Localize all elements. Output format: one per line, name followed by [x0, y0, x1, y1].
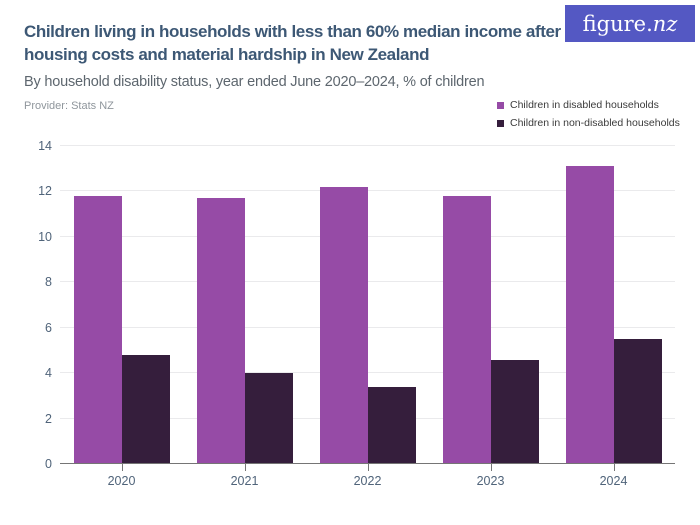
bar[interactable] [490, 359, 539, 464]
plot-area [60, 145, 675, 464]
bar[interactable] [319, 186, 368, 464]
chart-header: Children living in households with less … [24, 20, 564, 112]
bar-group [306, 146, 429, 464]
bar-group [552, 146, 675, 464]
gridline [60, 235, 675, 237]
bar[interactable] [244, 373, 293, 464]
y-tick-label: 8 [45, 275, 52, 290]
x-axis-labels: 2020 2021 2022 2023 2024 [60, 464, 675, 488]
gridline [60, 190, 675, 192]
bar-group [429, 146, 552, 464]
y-tick-label: 10 [38, 229, 52, 244]
x-tick [490, 464, 492, 471]
y-tick-label: 14 [38, 139, 52, 153]
x-axis-label: 2023 [429, 464, 552, 488]
x-axis-line [60, 463, 675, 464]
x-tick [244, 464, 246, 471]
bar[interactable] [565, 166, 614, 464]
bar[interactable] [73, 195, 122, 464]
x-axis-label: 2022 [306, 464, 429, 488]
x-axis-label: 2024 [552, 464, 675, 488]
bar-groups [60, 146, 675, 464]
bar[interactable] [442, 195, 491, 464]
legend: Children in disabled households Children … [497, 99, 680, 135]
logo-text-nz: nz [652, 11, 678, 36]
gridline [60, 281, 675, 283]
legend-swatch [497, 119, 504, 127]
bar-group [60, 146, 183, 464]
bar-group [183, 146, 306, 464]
legend-item: Children in disabled households [497, 99, 680, 111]
bar[interactable] [121, 354, 170, 464]
bar[interactable] [196, 198, 245, 464]
x-axis-label: 2020 [60, 464, 183, 488]
y-tick-label: 2 [45, 411, 52, 426]
legend-item: Children in non-disabled households [497, 117, 680, 129]
bar[interactable] [613, 339, 662, 464]
x-axis-label: 2021 [183, 464, 306, 488]
x-tick [121, 464, 123, 471]
y-tick-label: 6 [45, 320, 52, 335]
legend-label: Children in disabled households [510, 99, 659, 111]
gridline [60, 372, 675, 374]
figure-nz-logo[interactable]: figure. nz [565, 5, 695, 42]
x-tick [613, 464, 615, 471]
gridline [60, 145, 675, 146]
bar[interactable] [367, 386, 416, 464]
chart-subtitle: By household disability status, year end… [24, 73, 485, 90]
y-tick-label: 12 [38, 184, 52, 199]
logo-text: figure. [582, 11, 653, 36]
y-axis: 0 2 4 6 8 10 12 14 [0, 139, 52, 471]
page-title: Children living in households with less … [24, 22, 561, 65]
legend-swatch [497, 101, 504, 109]
provider-credit: Provider: Stats NZ [24, 99, 114, 112]
gridline [60, 326, 675, 328]
legend-label: Children in non-disabled households [510, 117, 680, 129]
y-tick-label: 0 [45, 457, 52, 471]
x-tick [367, 464, 369, 471]
y-tick-label: 4 [45, 366, 52, 381]
